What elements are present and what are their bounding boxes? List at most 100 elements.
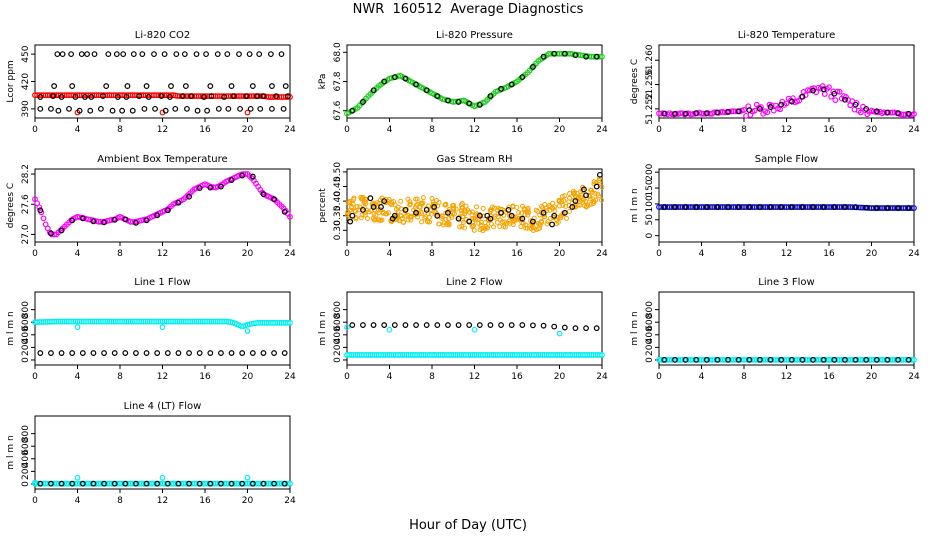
x-tick-label: 20: [242, 496, 254, 506]
hourly-point: [154, 212, 161, 219]
rh-point: [557, 215, 563, 221]
rh-point: [525, 212, 531, 218]
x-tick-label: 16: [511, 125, 523, 135]
hourly-point: [214, 51, 221, 58]
hourly-point: [572, 52, 579, 59]
hourly-point: [498, 85, 504, 92]
hourly-point: [508, 81, 515, 88]
data-point: [244, 328, 251, 334]
data-layer: [32, 474, 293, 487]
plot-frame: [34, 291, 291, 366]
hourly-point: [423, 206, 430, 213]
rh-point: [536, 221, 542, 227]
rh-point: [362, 212, 368, 218]
rh-point: [398, 213, 404, 219]
x-tick-label: 24: [284, 249, 296, 259]
hourly-point: [87, 107, 94, 114]
hourly-point: [455, 99, 462, 105]
hourly-point: [445, 322, 451, 328]
hourly-point: [735, 108, 742, 115]
data-point: [344, 324, 350, 331]
hourly-point: [201, 94, 207, 100]
data-layer: [32, 171, 293, 238]
rh-point: [425, 219, 431, 225]
hourly-point: [186, 193, 192, 200]
hourly-point: [735, 204, 742, 210]
y-tick-label: 600: [21, 313, 31, 330]
hourly-point: [129, 107, 136, 114]
hourly-point: [111, 480, 118, 487]
hourly-point: [583, 325, 589, 332]
rh-point: [499, 219, 505, 225]
hourly-point: [58, 94, 65, 100]
hourly-point: [725, 109, 731, 115]
x-tick-label: 0: [656, 125, 662, 135]
hourly-point: [228, 350, 235, 356]
hourly-point: [269, 105, 275, 112]
hourly-point: [246, 51, 253, 58]
hourly-point: [661, 110, 668, 117]
x-tick-label: 12: [157, 125, 168, 135]
x-tick-label: 0: [32, 372, 38, 382]
hourly-point: [249, 83, 256, 89]
hourly-point: [228, 177, 235, 183]
hourly-point: [672, 204, 678, 210]
x-tick-label: 12: [781, 125, 792, 135]
rh-point: [352, 208, 358, 214]
hourly-point: [37, 350, 44, 356]
x-tick-label: 4: [699, 125, 705, 135]
x-tick-label: 20: [866, 249, 878, 259]
rh-point: [453, 206, 459, 212]
hourly-point: [661, 356, 668, 363]
rh-point: [470, 209, 476, 215]
rh-point: [407, 202, 413, 208]
data-layer: [656, 83, 917, 119]
rh-point: [440, 222, 446, 228]
hourly-point: [69, 217, 76, 224]
hourly-point: [143, 480, 150, 487]
panel-2: Li-820 Pressure kPa 0 4 8 12 16 20 24 67.6 67.8 68.…: [318, 30, 608, 135]
hourly-point: [141, 105, 148, 112]
y-tick-label: 0.35: [333, 206, 343, 226]
hourly-point: [158, 93, 165, 99]
y-tick-label: 0.30: [333, 220, 343, 240]
rh-point: [544, 221, 550, 227]
rh-point: [400, 220, 406, 226]
x-tick-label: 12: [157, 496, 168, 506]
x-tick-label: 24: [908, 372, 920, 382]
hourly-point: [37, 105, 44, 112]
hourly-point: [431, 204, 438, 210]
rh-point: [413, 202, 419, 208]
hourly-point: [466, 218, 473, 225]
hourly-point: [88, 94, 95, 100]
hourly-point: [281, 208, 288, 215]
hourly-point: [551, 323, 558, 330]
panel-title: Line 2 Flow: [446, 277, 502, 288]
hourly-point: [561, 50, 568, 57]
hourly-point: [852, 101, 859, 108]
hourly-point: [905, 110, 912, 117]
hourly-point: [487, 215, 494, 222]
data-point: [32, 479, 38, 486]
hourly-point: [873, 205, 880, 211]
rh-point: [357, 207, 363, 213]
hourly-point: [50, 93, 56, 99]
rh-point: [494, 219, 500, 225]
hourly-point: [133, 219, 139, 226]
hourly-point: [519, 74, 526, 81]
rh-point: [478, 219, 484, 225]
rh-point: [412, 205, 418, 211]
hourly-point: [757, 356, 763, 363]
hourly-point: [370, 204, 377, 210]
x-tick-label: 16: [199, 496, 211, 506]
hourly-point: [455, 322, 462, 328]
x-tick-label: 16: [511, 372, 523, 382]
x-tick-label: 20: [866, 372, 878, 382]
rh-point: [530, 221, 536, 227]
hourly-point: [820, 86, 827, 93]
hourly-point: [260, 350, 267, 356]
y-tick-label: 400: [333, 326, 343, 343]
x-tick-label: 0: [32, 125, 38, 135]
hourly-point: [360, 99, 366, 105]
rh-point: [523, 225, 529, 231]
